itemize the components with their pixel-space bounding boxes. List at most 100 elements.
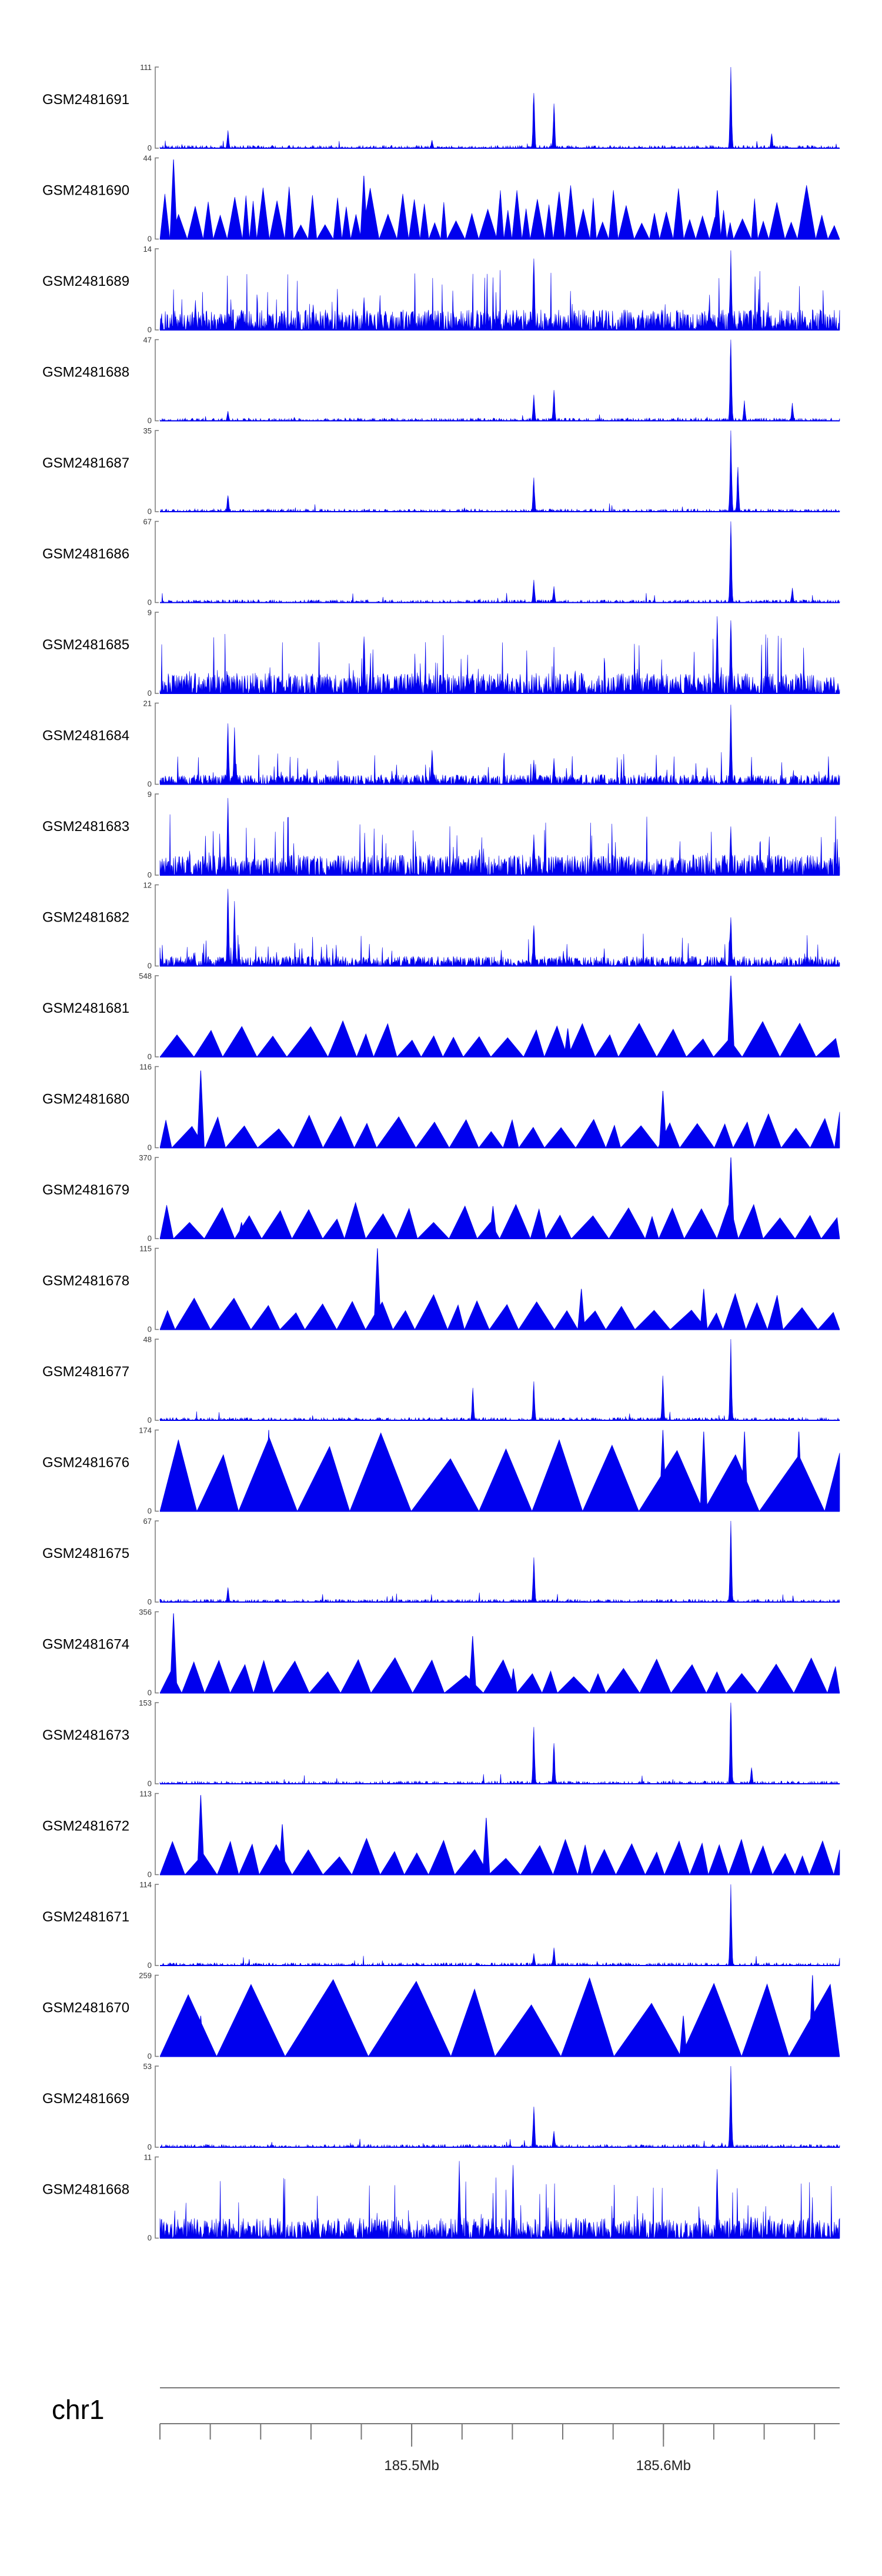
y-min-tick-label: 0 xyxy=(148,1325,152,1334)
coverage-area xyxy=(159,1702,840,1785)
y-axis xyxy=(155,66,159,149)
y-max-tick-label: 548 xyxy=(139,972,152,980)
coverage-area xyxy=(159,2066,840,2148)
track-gsm2481687: GSM2481687 35 0 xyxy=(42,426,840,516)
coverage-peak xyxy=(659,1090,667,1148)
coverage-area xyxy=(160,1884,840,1967)
track-label: GSM2481679 xyxy=(42,1182,129,1198)
coverage-peak xyxy=(196,1070,205,1148)
coverage-peak xyxy=(360,175,368,239)
y-max-tick-label: 114 xyxy=(139,1880,152,1889)
y-axis xyxy=(155,1702,159,1784)
track-label: GSM2481673 xyxy=(42,1727,129,1743)
coverage-area xyxy=(160,430,840,513)
y-axis xyxy=(155,2066,159,2148)
track-label: GSM2481682 xyxy=(42,910,129,926)
y-max-tick-label: 12 xyxy=(143,881,152,890)
y-axis xyxy=(155,1247,159,1330)
coverage-area xyxy=(159,889,840,967)
coverage-peak xyxy=(679,2016,687,2057)
coverage-area xyxy=(159,1432,840,1512)
y-min-tick-label: 0 xyxy=(148,1143,152,1152)
coverage-peak xyxy=(727,975,735,1057)
track-label: GSM2481669 xyxy=(42,2091,129,2107)
coverage-area xyxy=(159,250,840,331)
y-max-tick-label: 11 xyxy=(144,2153,152,2162)
track-label: GSM2481676 xyxy=(42,1455,129,1471)
y-axis xyxy=(155,1066,159,1149)
y-axis xyxy=(155,1157,159,1239)
y-min-tick-label: 0 xyxy=(148,1052,152,1061)
track-label: GSM2481685 xyxy=(42,637,129,653)
y-max-tick-label: 174 xyxy=(139,1426,152,1435)
track-label: GSM2481684 xyxy=(42,728,129,744)
y-max-tick-label: 9 xyxy=(148,790,152,799)
track-label: GSM2481683 xyxy=(42,819,129,835)
y-max-tick-label: 47 xyxy=(143,336,152,345)
y-max-tick-label: 21 xyxy=(143,699,152,708)
y-max-tick-label: 113 xyxy=(139,1790,152,1798)
y-min-tick-label: 0 xyxy=(148,1870,152,1879)
y-min-tick-label: 0 xyxy=(148,325,152,334)
coverage-area xyxy=(159,1657,840,1694)
track-gsm2481677: GSM2481677 48 0 xyxy=(42,1335,840,1424)
y-min-tick-label: 0 xyxy=(148,235,152,243)
y-axis xyxy=(155,339,159,422)
track-gsm2481682: GSM2481682 12 0 xyxy=(42,881,840,970)
track-gsm2481673: GSM2481673 153 0 xyxy=(42,1699,840,1788)
coverage-peak xyxy=(727,1157,735,1239)
y-min-tick-label: 0 xyxy=(148,689,152,698)
track-label: GSM2481680 xyxy=(42,1092,129,1107)
track-label: GSM2481677 xyxy=(42,1364,129,1380)
y-min-tick-label: 0 xyxy=(148,2234,152,2243)
y-min-tick-label: 0 xyxy=(148,1689,152,1697)
y-min-tick-label: 0 xyxy=(148,780,152,789)
coverage-area xyxy=(159,339,840,422)
y-min-tick-label: 0 xyxy=(148,416,152,425)
y-max-tick-label: 115 xyxy=(139,1244,152,1253)
coverage-peak xyxy=(577,1289,586,1330)
track-gsm2481671: GSM2481671 114 0 xyxy=(42,1880,840,1970)
y-axis xyxy=(155,1339,159,1421)
coverage-area xyxy=(160,521,840,603)
track-gsm2481674: GSM2481674 356 0 xyxy=(42,1608,840,1697)
y-max-tick-label: 370 xyxy=(139,1153,152,1162)
y-max-tick-label: 111 xyxy=(140,63,152,72)
y-max-tick-label: 44 xyxy=(143,154,152,163)
y-min-tick-label: 0 xyxy=(148,870,152,879)
y-max-tick-label: 259 xyxy=(139,1971,152,1980)
track-gsm2481670: GSM2481670 259 0 xyxy=(42,1971,840,2061)
track-label: GSM2481672 xyxy=(42,1818,129,1834)
coverage-area xyxy=(159,1201,840,1239)
coverage-area xyxy=(159,1977,840,2057)
track-label: GSM2481681 xyxy=(42,1000,129,1016)
coverage-area xyxy=(159,1293,840,1330)
coverage-area xyxy=(159,1112,840,1149)
y-min-tick-label: 0 xyxy=(148,2052,152,2061)
y-min-tick-label: 0 xyxy=(148,598,152,607)
coverage-peak xyxy=(713,190,721,239)
y-axis xyxy=(155,1884,159,1966)
y-max-tick-label: 67 xyxy=(143,1517,152,1526)
y-max-tick-label: 14 xyxy=(143,245,152,253)
ruler-tick-label: 185.5Mb xyxy=(384,2458,439,2474)
track-gsm2481680: GSM2481680 116 0 xyxy=(42,1063,840,1152)
coverage-area xyxy=(159,1339,840,1422)
track-label: GSM2481678 xyxy=(42,1273,129,1289)
y-axis xyxy=(155,248,159,331)
y-axis xyxy=(155,1974,159,2057)
y-axis xyxy=(155,1429,159,1512)
y-max-tick-label: 116 xyxy=(139,1063,152,1072)
chromosome-label: chr1 xyxy=(52,2394,104,2425)
y-max-tick-label: 35 xyxy=(143,426,152,435)
y-min-tick-label: 0 xyxy=(148,1234,152,1243)
coverage-area xyxy=(159,1837,840,1876)
track-gsm2481668: GSM2481668 11 0 xyxy=(42,2153,840,2243)
track-label: GSM2481687 xyxy=(42,455,129,471)
track-label: GSM2481688 xyxy=(42,365,129,381)
coverage-peak xyxy=(278,1824,286,1875)
track-gsm2481675: GSM2481675 67 0 xyxy=(42,1517,840,1606)
coverage-peak xyxy=(373,1248,382,1330)
y-max-tick-label: 153 xyxy=(139,1699,152,1707)
y-max-tick-label: 48 xyxy=(143,1335,152,1344)
